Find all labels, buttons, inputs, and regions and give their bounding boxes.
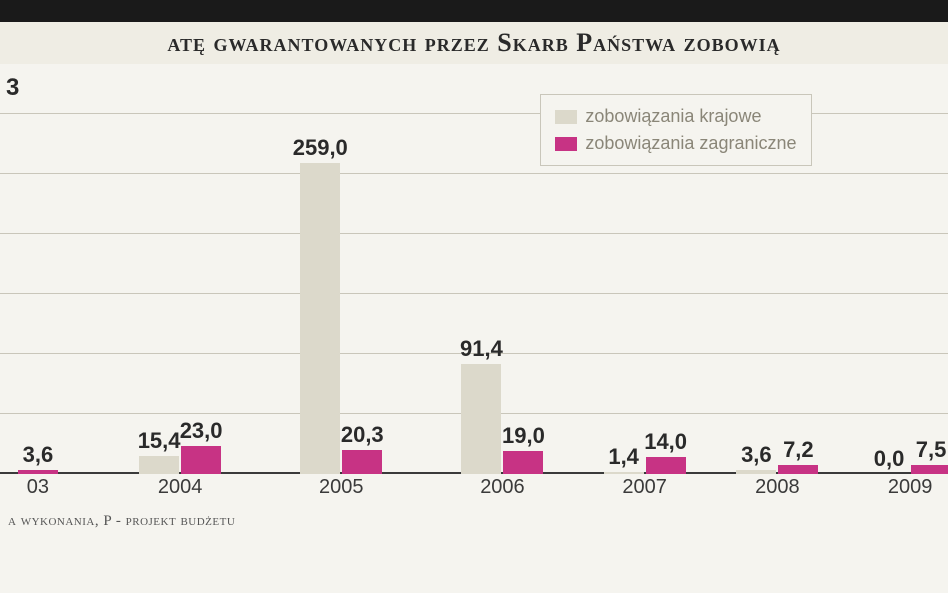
- bar-value-label: 1,4: [608, 444, 639, 472]
- bar-value-label: 259,0: [293, 135, 348, 163]
- chart-footnote: a wykonania, P - projekt budżetu: [8, 513, 235, 530]
- bar-group: 3,6: [18, 470, 58, 474]
- chart-frame: atę gwarantowanych przez Skarb Państwa z…: [0, 0, 948, 593]
- bar-zagraniczne: 3,6: [18, 470, 58, 474]
- x-axis-labels: 03 2004 2005 2006 2007 2008 2009: [0, 476, 948, 506]
- bar-value-label: 7,2: [783, 437, 814, 465]
- bar-group: 1,414,0: [604, 457, 686, 474]
- bar-group: 91,419,0: [461, 364, 543, 474]
- y-axis-partial-label: 3: [6, 74, 19, 102]
- bar-value-label: 7,5: [916, 437, 947, 465]
- bar-krajowe: 91,4: [461, 364, 501, 474]
- bar-zagraniczne: 14,0: [646, 457, 686, 474]
- x-axis-label: 03: [27, 476, 49, 499]
- chart-title: atę gwarantowanych przez Skarb Państwa z…: [0, 22, 948, 64]
- x-axis-label: 2009: [888, 476, 933, 499]
- x-axis-label: 2008: [755, 476, 800, 499]
- bar-krajowe: 15,4: [139, 456, 179, 474]
- bar-value-label: 23,0: [180, 418, 223, 446]
- chart-area: 3 zobowiązania krajowe zobowiązania zagr…: [0, 64, 948, 534]
- bar-zagraniczne: 7,5: [911, 465, 948, 474]
- bar-value-label: 3,6: [741, 442, 772, 470]
- bar-zagraniczne: 20,3: [342, 450, 382, 474]
- bar-value-label: 3,6: [23, 442, 54, 470]
- bar-value-label: 15,4: [138, 428, 181, 456]
- bar-value-label: 19,0: [502, 423, 545, 451]
- bar-value-label: 14,0: [644, 429, 687, 457]
- bar-value-label: 0,0: [874, 446, 905, 474]
- plot-area: 3,615,423,0259,020,391,419,01,414,03,67,…: [0, 114, 948, 474]
- bar-group: 0,07,5: [869, 465, 948, 474]
- bar-group: 259,020,3: [300, 163, 382, 474]
- bar-value-label: 91,4: [460, 336, 503, 364]
- top-black-bar: [0, 0, 948, 22]
- bar-zagraniczne: 23,0: [181, 446, 221, 474]
- x-axis-label: 2006: [480, 476, 525, 499]
- bar-group: 15,423,0: [139, 446, 221, 474]
- bar-zagraniczne: 19,0: [503, 451, 543, 474]
- bar-krajowe: 3,6: [736, 470, 776, 474]
- bar-krajowe: 1,4: [604, 472, 644, 474]
- x-axis-label: 2007: [622, 476, 667, 499]
- bar-group: 3,67,2: [736, 465, 818, 474]
- bar-krajowe: 259,0: [300, 163, 340, 474]
- x-axis-label: 2004: [158, 476, 203, 499]
- bar-value-label: 20,3: [341, 422, 384, 450]
- x-axis-label: 2005: [319, 476, 364, 499]
- bar-zagraniczne: 7,2: [778, 465, 818, 474]
